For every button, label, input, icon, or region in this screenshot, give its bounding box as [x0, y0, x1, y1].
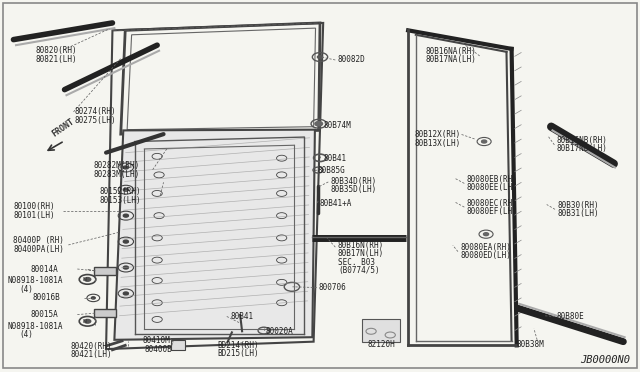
- Text: 80B16NA(RH): 80B16NA(RH): [426, 47, 476, 56]
- Text: 80410M: 80410M: [143, 336, 170, 346]
- Text: 80B41: 80B41: [323, 154, 346, 163]
- Text: 82120H: 82120H: [368, 340, 396, 349]
- Circle shape: [124, 240, 129, 243]
- Text: 80080EA(RH): 80080EA(RH): [461, 243, 511, 252]
- Text: 80283M(LH): 80283M(LH): [93, 170, 140, 179]
- Text: 80B35D(LH): 80B35D(LH): [331, 185, 377, 194]
- Text: 80100(RH): 80100(RH): [13, 202, 55, 211]
- Circle shape: [124, 188, 129, 191]
- Text: 80282M(RH): 80282M(RH): [93, 161, 140, 170]
- FancyBboxPatch shape: [172, 340, 185, 350]
- Text: 80B74M: 80B74M: [323, 122, 351, 131]
- Text: 80B41+A: 80B41+A: [320, 199, 353, 208]
- Text: 800706: 800706: [318, 283, 346, 292]
- Text: 80014A: 80014A: [31, 264, 58, 273]
- Circle shape: [317, 55, 323, 58]
- Text: SEC. B03: SEC. B03: [338, 258, 375, 267]
- FancyBboxPatch shape: [94, 267, 116, 275]
- Text: N08918-1081A: N08918-1081A: [7, 322, 63, 331]
- Text: 80B17N(LH): 80B17N(LH): [338, 249, 384, 258]
- Text: 80101(LH): 80101(LH): [13, 211, 55, 220]
- Circle shape: [124, 292, 129, 295]
- Text: 80400B: 80400B: [145, 345, 172, 354]
- Text: N: N: [83, 319, 87, 324]
- Text: 80B17NA(LH): 80B17NA(LH): [426, 55, 476, 64]
- Text: 80080EE(LH): 80080EE(LH): [467, 183, 518, 192]
- Text: 80B16N(RH): 80B16N(RH): [338, 241, 384, 250]
- Text: 80B16NB(RH): 80B16NB(RH): [556, 136, 607, 145]
- Circle shape: [315, 122, 323, 126]
- Text: 80B17NB(LH): 80B17NB(LH): [556, 144, 607, 153]
- Text: (4): (4): [20, 330, 34, 340]
- Text: 80152(RH): 80152(RH): [100, 187, 141, 196]
- Text: 80820(RH): 80820(RH): [36, 46, 77, 55]
- Text: N: N: [83, 277, 87, 282]
- Text: 80274(RH): 80274(RH): [74, 108, 116, 116]
- Text: 80400P (RH): 80400P (RH): [13, 236, 65, 246]
- Text: 80B38M: 80B38M: [516, 340, 545, 349]
- Circle shape: [124, 266, 129, 269]
- Polygon shape: [115, 130, 315, 340]
- Text: JB0000N0: JB0000N0: [580, 355, 630, 365]
- Circle shape: [483, 233, 488, 235]
- Text: 80B41: 80B41: [230, 312, 253, 321]
- Text: 80821(LH): 80821(LH): [36, 55, 77, 64]
- Text: 80B85G: 80B85G: [317, 166, 345, 175]
- Circle shape: [84, 320, 91, 323]
- Text: 80B31(LH): 80B31(LH): [557, 209, 599, 218]
- Text: 80B12X(RH): 80B12X(RH): [415, 130, 461, 140]
- Text: BD215(LH): BD215(LH): [218, 349, 259, 358]
- Circle shape: [124, 214, 129, 217]
- Text: FRONT: FRONT: [51, 117, 76, 138]
- Text: BD214(RH): BD214(RH): [218, 341, 259, 350]
- Circle shape: [481, 140, 486, 143]
- Text: 80421(LH): 80421(LH): [71, 350, 113, 359]
- Text: 80B80E: 80B80E: [556, 312, 584, 321]
- Text: 80153(LH): 80153(LH): [100, 196, 141, 205]
- Text: 80B34D(RH): 80B34D(RH): [331, 177, 377, 186]
- FancyBboxPatch shape: [94, 309, 116, 317]
- Text: 80080ED(LH): 80080ED(LH): [461, 251, 511, 260]
- Circle shape: [92, 297, 95, 299]
- Text: 80080EC(RH): 80080EC(RH): [467, 199, 518, 208]
- Text: (B0774/5): (B0774/5): [338, 266, 380, 275]
- Text: (4): (4): [20, 285, 34, 294]
- Text: N08918-1081A: N08918-1081A: [7, 276, 63, 285]
- Text: 80082D: 80082D: [337, 55, 365, 64]
- Text: 80080EF(LH): 80080EF(LH): [467, 207, 518, 216]
- Text: 80420(RH): 80420(RH): [71, 342, 113, 351]
- Text: 80275(LH): 80275(LH): [74, 116, 116, 125]
- Text: 80400PA(LH): 80400PA(LH): [13, 245, 65, 254]
- Text: 80020A: 80020A: [266, 327, 294, 336]
- Text: 80B13X(LH): 80B13X(LH): [415, 138, 461, 148]
- Circle shape: [124, 166, 129, 169]
- FancyBboxPatch shape: [362, 319, 400, 342]
- Text: 80080EB(RH): 80080EB(RH): [467, 175, 518, 184]
- Text: 80015A: 80015A: [31, 310, 58, 319]
- Circle shape: [84, 278, 91, 281]
- Text: 80B30(RH): 80B30(RH): [557, 201, 599, 210]
- Text: 80016B: 80016B: [33, 294, 60, 302]
